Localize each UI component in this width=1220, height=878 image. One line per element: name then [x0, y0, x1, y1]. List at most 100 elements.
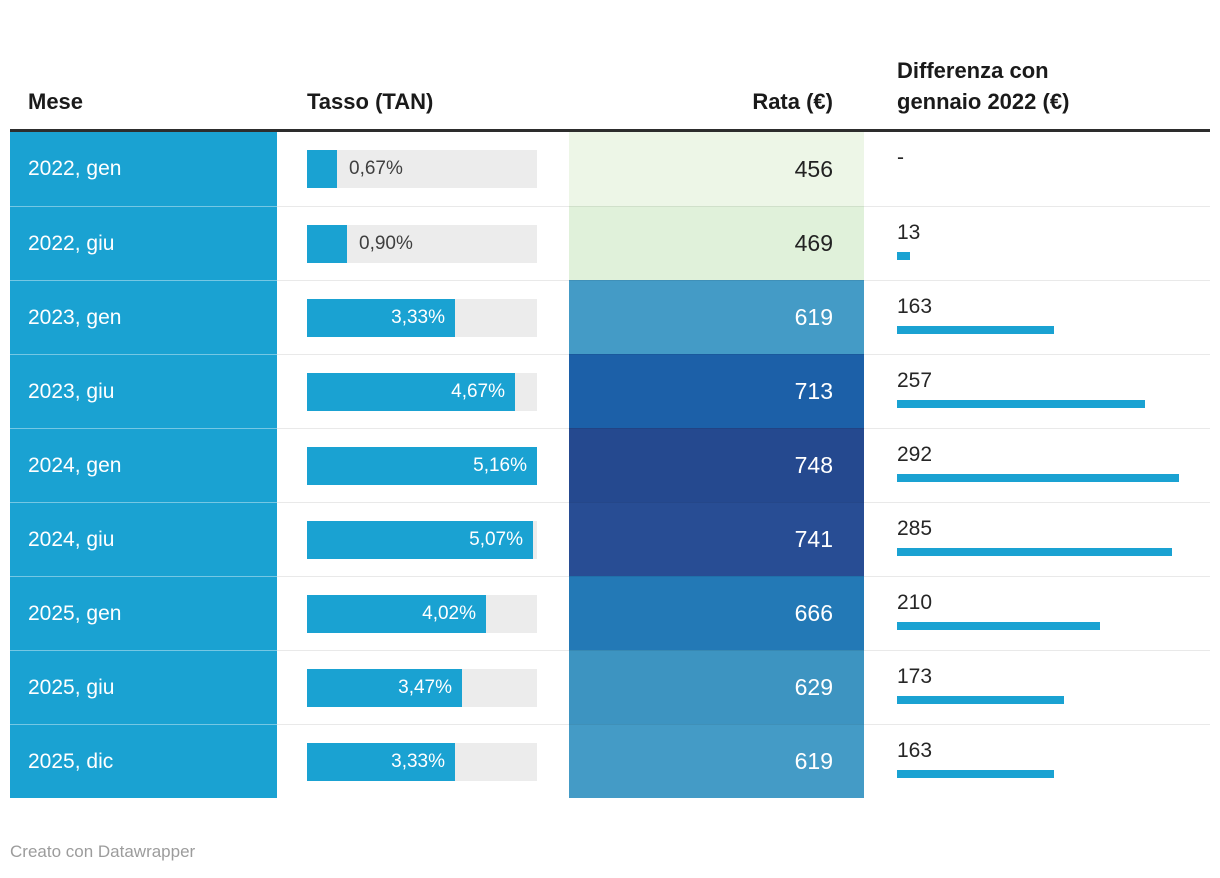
tasso-bar-fill: [307, 224, 347, 263]
rata-value: 629: [794, 674, 833, 700]
differenza-bar: [897, 326, 1054, 334]
rata-value: 619: [794, 748, 833, 774]
table-row: 2025, gen 4,02% 666 210: [10, 576, 1210, 650]
table-header-row: Mese Tasso (TAN) Rata (€) Differenza con…: [10, 40, 1210, 132]
differenza-value: 173: [897, 665, 933, 688]
tasso-bar-fill: [307, 668, 462, 707]
tasso-bar-track: 4,67%: [307, 372, 537, 411]
table-body: 2022, gen 0,67% 456 - 2022, giu 0,90% 46: [10, 132, 1210, 798]
mese-cell: 2025, dic: [10, 724, 277, 798]
tasso-cell: 5,07%: [277, 502, 569, 576]
mese-cell: 2023, gen: [10, 280, 277, 354]
differenza-bar: [897, 548, 1172, 556]
table-row: 2024, giu 5,07% 741 285: [10, 502, 1210, 576]
differenza-value: 257: [897, 369, 933, 392]
rata-cell: 741: [569, 502, 864, 576]
column-header-differenza: Differenza con gennaio 2022 (€): [897, 58, 1070, 114]
rata-value: 741: [794, 526, 833, 552]
tasso-bar-fill: [307, 298, 455, 337]
differenza-cell: 257: [864, 354, 1210, 428]
tasso-cell: 0,90%: [277, 206, 569, 280]
mese-label: 2022, gen: [28, 157, 122, 180]
differenza-value: 163: [897, 739, 933, 762]
tasso-cell: 3,33%: [277, 280, 569, 354]
mese-cell: 2022, giu: [10, 206, 277, 280]
rata-cell: 456: [569, 132, 864, 206]
rata-value: 748: [794, 452, 833, 478]
tasso-bar-track: 0,90%: [307, 224, 537, 263]
rata-cell: 666: [569, 576, 864, 650]
table-row: 2022, gen 0,67% 456 -: [10, 132, 1210, 206]
differenza-value: 285: [897, 517, 933, 540]
mese-label: 2022, giu: [28, 231, 115, 255]
mese-label: 2023, gen: [28, 305, 122, 329]
mese-label: 2024, gen: [28, 453, 122, 477]
tasso-bar-fill: [307, 150, 337, 188]
mese-cell: 2025, giu: [10, 650, 277, 724]
tasso-cell: 0,67%: [277, 132, 569, 206]
table-row: 2024, gen 5,16% 748 292: [10, 428, 1210, 502]
mese-label: 2025, gen: [28, 601, 122, 625]
rata-value: 619: [794, 304, 833, 330]
rata-value: 469: [794, 230, 833, 256]
tasso-cell: 4,67%: [277, 354, 569, 428]
rate-table: Mese Tasso (TAN) Rata (€) Differenza con…: [10, 0, 1210, 862]
rata-cell: 619: [569, 280, 864, 354]
rata-cell: 619: [569, 724, 864, 798]
differenza-cell: 163: [864, 724, 1210, 798]
differenza-bar: [897, 400, 1145, 408]
rata-cell: 469: [569, 206, 864, 280]
tasso-bar-fill: [307, 372, 515, 411]
mese-label: 2024, giu: [28, 527, 115, 551]
tasso-bar-track: 5,07%: [307, 520, 537, 559]
differenza-cell: 292: [864, 428, 1210, 502]
tasso-bar-track: 0,67%: [307, 150, 537, 188]
tasso-bar-track: 3,33%: [307, 298, 537, 337]
differenza-value: 210: [897, 591, 933, 614]
tasso-bar-label: 5,07%: [469, 528, 523, 550]
mese-cell: 2022, gen: [10, 132, 277, 206]
rata-cell: 713: [569, 354, 864, 428]
tasso-bar-label: 3,33%: [391, 306, 445, 328]
differenza-cell: 285: [864, 502, 1210, 576]
tasso-bar-label: 3,33%: [391, 750, 445, 772]
differenza-value: 13: [897, 221, 921, 244]
tasso-cell: 4,02%: [277, 576, 569, 650]
tasso-cell: 3,47%: [277, 650, 569, 724]
tasso-cell: 3,33%: [277, 724, 569, 798]
tasso-bar-track: 3,33%: [307, 742, 537, 781]
rata-value: 666: [794, 600, 833, 626]
tasso-bar-track: 5,16%: [307, 446, 537, 485]
mese-cell: 2025, gen: [10, 576, 277, 650]
tasso-bar-fill: [307, 742, 455, 781]
mese-cell: 2024, gen: [10, 428, 277, 502]
tasso-bar-label: 4,02%: [422, 602, 476, 624]
mese-label: 2025, giu: [28, 675, 115, 699]
column-header-rata: Rata (€): [752, 89, 833, 114]
tasso-bar-fill: [307, 446, 537, 485]
mese-cell: 2023, giu: [10, 354, 277, 428]
differenza-cell: 210: [864, 576, 1210, 650]
tasso-bar-label: 5,16%: [473, 454, 527, 476]
differenza-bar: [897, 696, 1064, 704]
tasso-bar-label: 3,47%: [398, 676, 452, 698]
tasso-bar-track: 3,47%: [307, 668, 537, 707]
tasso-bar-label: 0,67%: [349, 158, 403, 179]
mese-cell: 2024, giu: [10, 502, 277, 576]
table-row: 2023, gen 3,33% 619 163: [10, 280, 1210, 354]
rata-cell: 748: [569, 428, 864, 502]
tasso-bar-fill: [307, 520, 533, 559]
differenza-cell: 13: [864, 206, 1210, 280]
table-row: 2022, giu 0,90% 469 13: [10, 206, 1210, 280]
table-row: 2023, giu 4,67% 713 257: [10, 354, 1210, 428]
differenza-bar: [897, 622, 1100, 630]
differenza-bar: [897, 252, 910, 260]
differenza-cell: 173: [864, 650, 1210, 724]
differenza-value: 163: [897, 295, 933, 318]
column-header-mese: Mese: [28, 89, 84, 114]
tasso-cell: 5,16%: [277, 428, 569, 502]
differenza-value: -: [897, 146, 904, 169]
differenza-cell: 163: [864, 280, 1210, 354]
tasso-bar-track: 4,02%: [307, 594, 537, 633]
tasso-bar-fill: [307, 594, 486, 633]
